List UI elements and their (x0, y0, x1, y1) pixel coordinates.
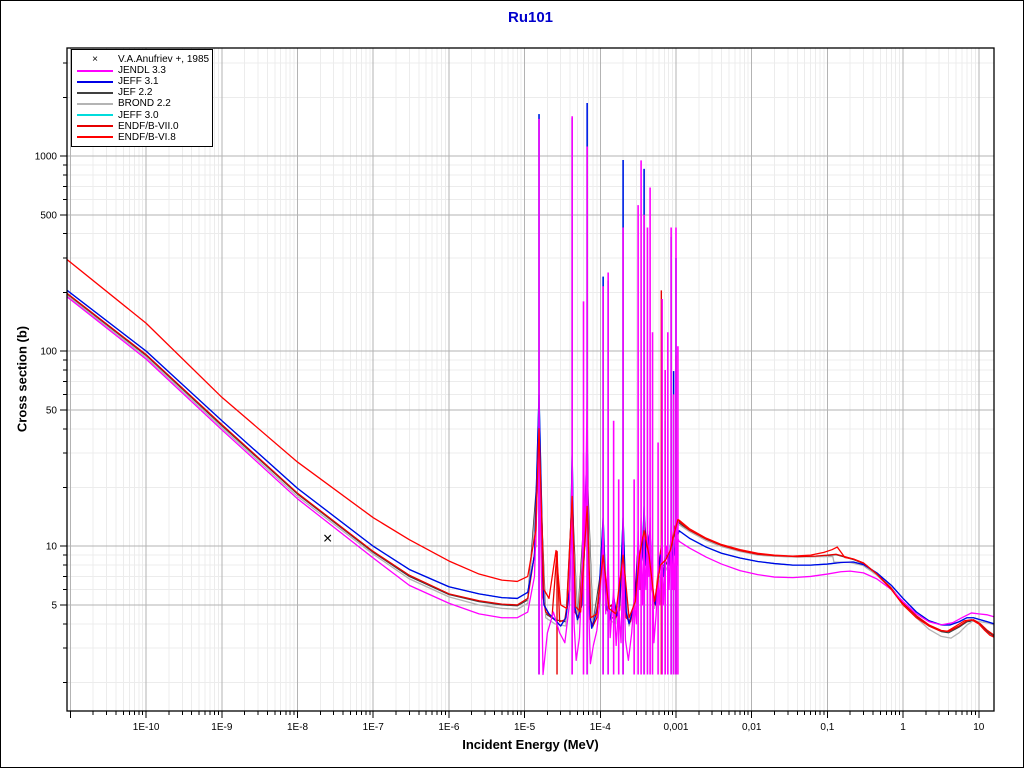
legend-item-v-a-anufriev-1985[interactable]: ×V.A.Anufriev +, 1985 (72, 54, 212, 65)
series-brond-2-2 (67, 295, 994, 638)
svg-text:10: 10 (46, 542, 58, 553)
svg-text:1000: 1000 (35, 152, 58, 163)
line-swatch-icon (72, 114, 118, 116)
legend-item-endf-b-vii-0[interactable]: ENDF/B-VII.0 (72, 121, 212, 132)
legend-item-jendl-3-3[interactable]: JENDL 3.3 (72, 65, 212, 76)
axis-ticks (60, 63, 979, 718)
svg-text:1E-4: 1E-4 (590, 722, 612, 733)
legend-item-jeff-3-0[interactable]: JEFF 3.0 (72, 109, 212, 120)
svg-text:5: 5 (51, 600, 57, 611)
legend-label: V.A.Anufriev +, 1985 (118, 54, 209, 65)
svg-text:1E-7: 1E-7 (363, 722, 385, 733)
legend-label: JEF 2.2 (118, 87, 152, 98)
svg-text:1E-5: 1E-5 (514, 722, 536, 733)
series-endf-b-vii-0 (67, 290, 994, 674)
svg-text:100: 100 (40, 347, 57, 358)
svg-text:1: 1 (900, 722, 906, 733)
legend-label: ENDF/B-VII.0 (118, 121, 179, 132)
plot-frame (67, 48, 994, 711)
svg-text:1E-10: 1E-10 (133, 722, 160, 733)
legend-label: JEFF 3.0 (118, 110, 159, 121)
x-tick-labels: 1E-10 1E-9 1E-8 1E-7 1E-6 1E-5 1E-4 0,001 0,01 0,… (133, 722, 985, 733)
legend-item-jef-2-2[interactable]: JEF 2.2 (72, 87, 212, 98)
series-jeff-3-1 (67, 103, 994, 674)
svg-text:10: 10 (973, 722, 985, 733)
y-axis-label: Cross section (b) (15, 326, 30, 432)
svg-text:500: 500 (40, 210, 57, 221)
x-marker-icon: × (72, 55, 118, 64)
legend-item-endf-b-vi-8[interactable]: ENDF/B-VI.8 (72, 132, 212, 143)
plot-window: Ru101 1E-101E-91E-81E-71E-61E-51E-40,001… (0, 0, 1024, 768)
series-jef-2-2 (67, 294, 994, 636)
legend-label: JEFF 3.1 (118, 76, 159, 87)
line-swatch-icon (72, 136, 118, 138)
grid-minor (67, 48, 994, 711)
y-tick-labels: 1000 500 100 50 10 5 (35, 152, 58, 612)
svg-text:1E-9: 1E-9 (211, 722, 233, 733)
series-jendl-3-3 (67, 116, 994, 674)
line-swatch-icon (72, 92, 118, 94)
line-swatch-icon (72, 70, 118, 72)
legend: ×V.A.Anufriev +, 1985JENDL 3.3JEFF 3.1JE… (71, 49, 213, 147)
legend-item-jeff-3-1[interactable]: JEFF 3.1 (72, 76, 212, 87)
svg-text:0,01: 0,01 (742, 722, 762, 733)
x-axis-label: Incident Energy (MeV) (67, 737, 994, 752)
legend-label: ENDF/B-VI.8 (118, 132, 176, 143)
legend-label: BROND 2.2 (118, 98, 171, 109)
line-swatch-icon (72, 103, 118, 105)
svg-text:50: 50 (46, 405, 58, 416)
svg-text:0,001: 0,001 (663, 722, 688, 733)
svg-text:1E-6: 1E-6 (438, 722, 460, 733)
line-swatch-icon (72, 81, 118, 83)
marker-v-a-anufriev-1985 (324, 535, 330, 541)
legend-item-brond-2-2[interactable]: BROND 2.2 (72, 98, 212, 109)
legend-label: JENDL 3.3 (118, 65, 166, 76)
svg-text:0,1: 0,1 (820, 722, 834, 733)
grid-major (67, 48, 994, 711)
line-swatch-icon (72, 125, 118, 127)
series-jeff-3-0 (67, 103, 994, 674)
svg-text:1E-8: 1E-8 (287, 722, 309, 733)
